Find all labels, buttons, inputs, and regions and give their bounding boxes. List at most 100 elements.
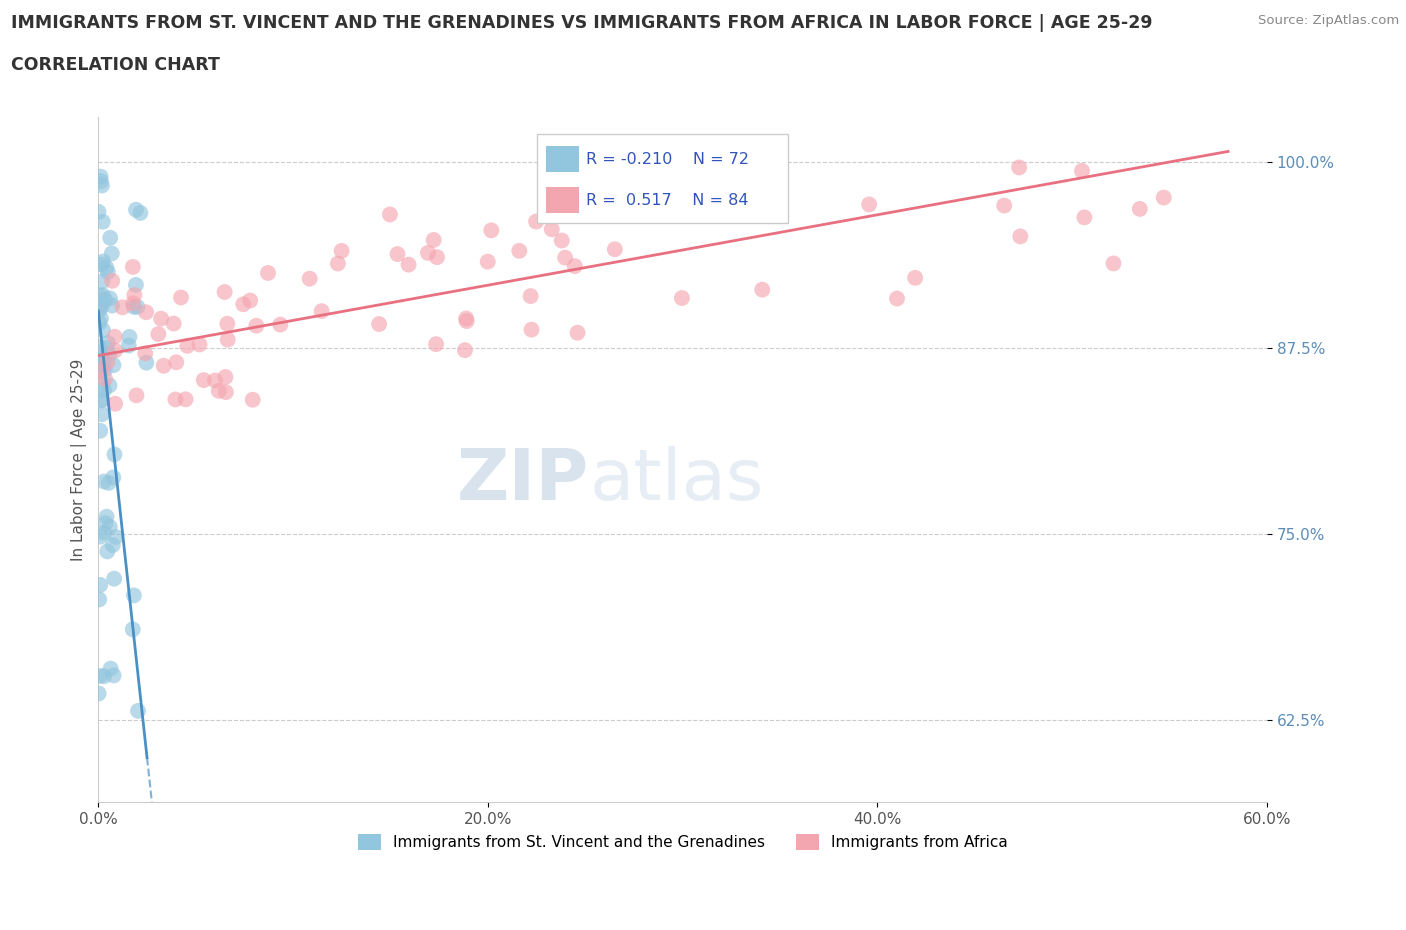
- Point: [103, 668, 125, 683]
- Point: [89, 288, 111, 303]
- Point: [886, 291, 908, 306]
- Point: [245, 318, 267, 333]
- Point: [298, 272, 321, 286]
- Point: [378, 207, 401, 222]
- Point: [122, 588, 145, 603]
- Point: [134, 346, 156, 361]
- Point: [1010, 229, 1032, 244]
- Point: [217, 316, 239, 331]
- Point: [124, 287, 146, 302]
- Point: [118, 329, 141, 344]
- Point: [567, 326, 589, 340]
- Point: [94, 371, 117, 386]
- Point: [1153, 190, 1175, 205]
- FancyBboxPatch shape: [537, 135, 787, 223]
- Point: [93, 525, 115, 540]
- Point: [524, 214, 547, 229]
- Legend: Immigrants from St. Vincent and the Grenadines, Immigrants from Africa: Immigrants from St. Vincent and the Gren…: [352, 829, 1014, 857]
- Point: [758, 181, 780, 196]
- Point: [96, 340, 118, 355]
- Point: [101, 538, 124, 552]
- Point: [89, 529, 111, 544]
- Point: [858, 197, 880, 212]
- Point: [104, 329, 127, 344]
- Point: [993, 198, 1015, 213]
- Point: [751, 282, 773, 297]
- Point: [111, 299, 134, 314]
- Point: [97, 475, 120, 490]
- Point: [91, 351, 114, 365]
- Point: [232, 297, 254, 312]
- Point: [150, 312, 173, 326]
- Point: [122, 299, 145, 314]
- Point: [204, 373, 226, 388]
- Point: [551, 233, 574, 248]
- Text: CORRELATION CHART: CORRELATION CHART: [11, 56, 221, 73]
- Point: [103, 358, 125, 373]
- Point: [165, 355, 187, 370]
- Point: [90, 300, 112, 315]
- Text: R =  0.517    N = 84: R = 0.517 N = 84: [586, 193, 748, 208]
- Point: [91, 392, 114, 406]
- Point: [1073, 210, 1095, 225]
- Point: [242, 392, 264, 407]
- Point: [93, 356, 115, 371]
- Point: [90, 174, 112, 189]
- Point: [170, 290, 193, 305]
- Point: [89, 315, 111, 330]
- Point: [89, 669, 111, 684]
- Point: [89, 423, 111, 438]
- Point: [904, 271, 927, 286]
- Point: [763, 164, 786, 179]
- Point: [103, 571, 125, 586]
- Point: [101, 273, 124, 288]
- Point: [91, 178, 114, 193]
- Point: [98, 291, 121, 306]
- Point: [127, 703, 149, 718]
- Point: [127, 299, 149, 314]
- Point: [97, 265, 120, 280]
- Point: [217, 332, 239, 347]
- Point: [90, 364, 112, 379]
- Point: [91, 214, 114, 229]
- Point: [96, 544, 118, 559]
- Point: [103, 447, 125, 462]
- Point: [91, 274, 114, 289]
- Y-axis label: In Labor Force | Age 25-29: In Labor Force | Age 25-29: [72, 359, 87, 561]
- Point: [176, 339, 198, 353]
- Point: [671, 290, 693, 305]
- Point: [98, 520, 121, 535]
- Point: [91, 393, 114, 408]
- Point: [91, 254, 114, 269]
- Point: [93, 474, 115, 489]
- Point: [193, 373, 215, 388]
- Text: Source: ZipAtlas.com: Source: ZipAtlas.com: [1258, 14, 1399, 27]
- Point: [98, 378, 121, 392]
- Point: [214, 369, 236, 384]
- Bar: [546, 146, 579, 172]
- Point: [90, 352, 112, 366]
- Point: [89, 578, 111, 592]
- Point: [165, 392, 187, 407]
- Point: [1102, 256, 1125, 271]
- Point: [96, 355, 118, 370]
- Point: [104, 396, 127, 411]
- Text: R = -0.210    N = 72: R = -0.210 N = 72: [586, 152, 748, 166]
- Point: [554, 250, 576, 265]
- Point: [311, 304, 333, 319]
- Point: [269, 317, 291, 332]
- Point: [1129, 202, 1152, 217]
- Point: [94, 292, 117, 307]
- Point: [90, 169, 112, 184]
- Point: [101, 299, 124, 313]
- Point: [398, 258, 420, 272]
- Point: [215, 385, 238, 400]
- Point: [129, 206, 152, 220]
- Point: [422, 232, 444, 247]
- Point: [454, 343, 477, 358]
- Point: [368, 316, 391, 331]
- Bar: [546, 187, 579, 213]
- Point: [697, 185, 720, 200]
- Point: [477, 254, 499, 269]
- Point: [89, 298, 111, 312]
